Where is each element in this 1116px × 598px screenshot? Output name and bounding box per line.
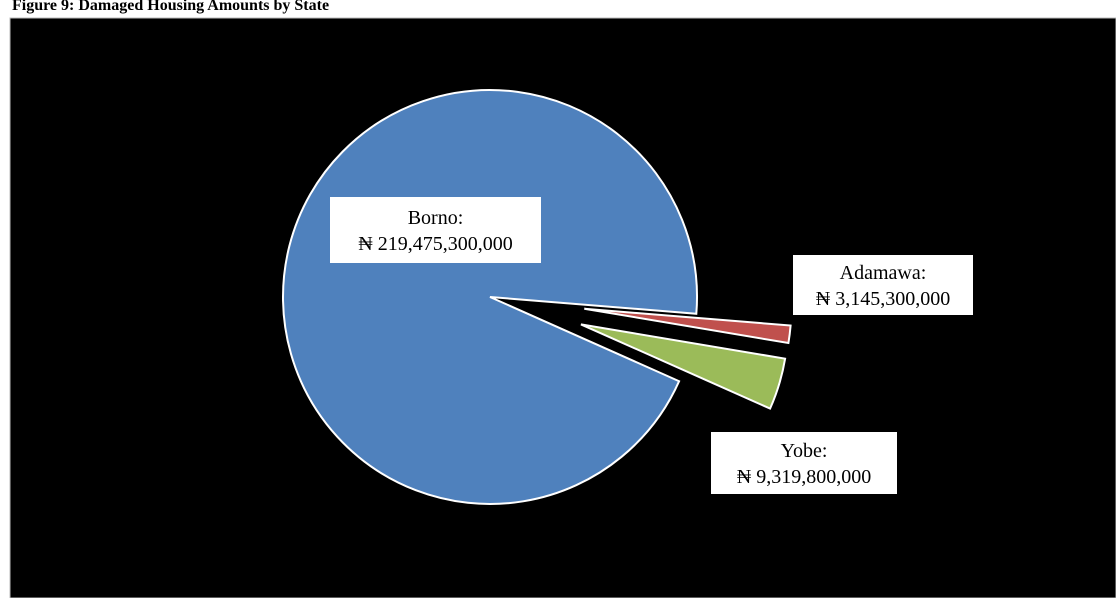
- data-label-box: [330, 197, 541, 263]
- pie-slice: [584, 307, 792, 345]
- category-label: Adamawa:: [840, 262, 927, 284]
- pie-slice: [282, 89, 698, 505]
- pie-slice: [580, 323, 787, 410]
- data-label: ₦ 9,319,800,000: [737, 466, 871, 488]
- category-label: Yobe:: [781, 440, 828, 462]
- category-label: Borno:: [408, 207, 464, 229]
- data-label-box: [711, 432, 897, 494]
- data-label-box: [793, 255, 973, 315]
- data-label: ₦ 3,145,300,000: [816, 288, 950, 310]
- chart-title: Figure 9: Damaged Housing Amounts by Sta…: [12, 0, 329, 14]
- data-label: ₦ 219,475,300,000: [358, 233, 512, 255]
